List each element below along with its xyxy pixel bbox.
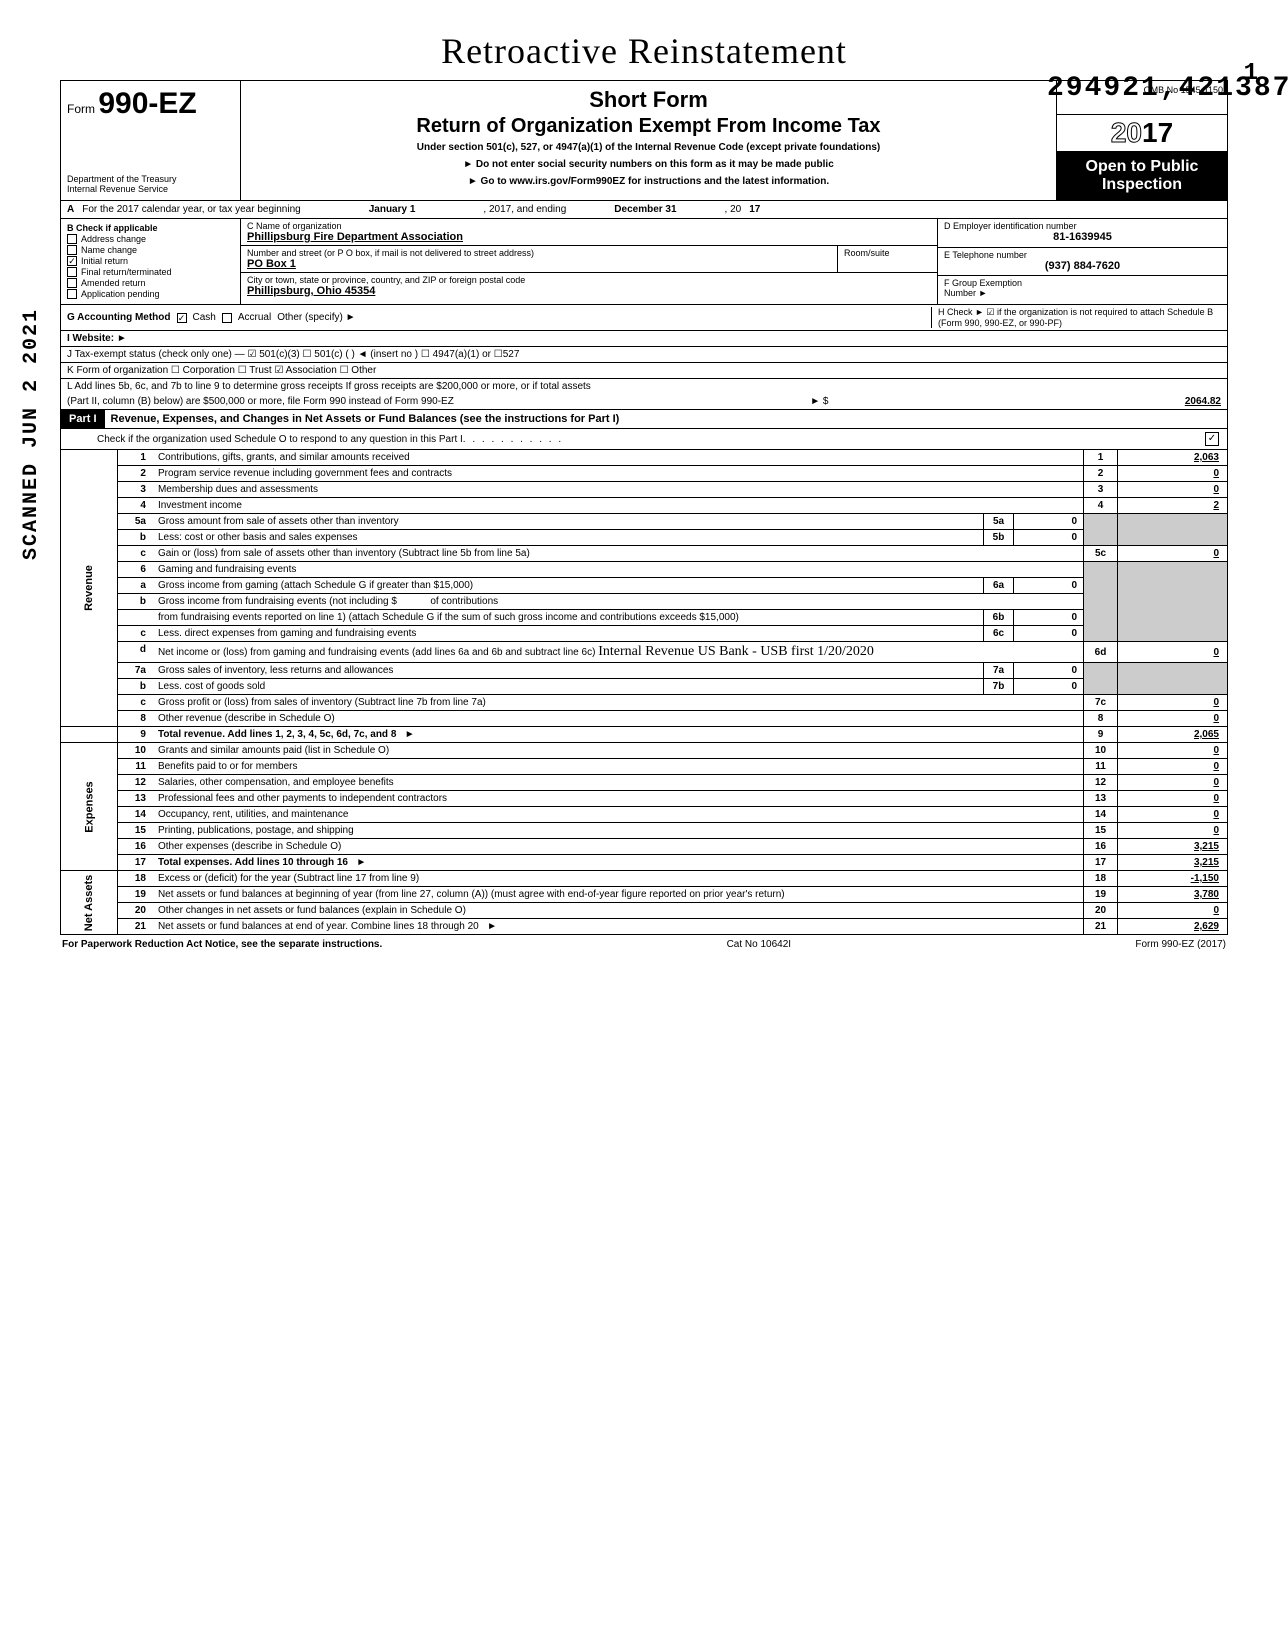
chk-application-pending[interactable]: Application pending — [67, 289, 234, 299]
expenses-side-label: Expenses — [83, 781, 95, 832]
street-label: Number and street (or P O box, if mail i… — [247, 248, 831, 258]
line-1-value: 2,063 — [1118, 450, 1228, 466]
row-l-1: L Add lines 5b, 6c, and 7b to line 9 to … — [60, 379, 1228, 394]
chk-accrual[interactable] — [222, 313, 232, 323]
row-a-tax-year: A For the 2017 calendar year, or tax yea… — [60, 201, 1228, 219]
dept-label: Department of the Treasury Internal Reve… — [67, 174, 234, 194]
page-footer: For Paperwork Reduction Act Notice, see … — [60, 935, 1228, 954]
b-header: B Check if applicable — [67, 223, 234, 233]
room-suite-label: Room/suite — [837, 246, 937, 272]
row-i-website: I Website: ► — [60, 331, 1228, 347]
part-1-title: Revenue, Expenses, and Changes in Net As… — [105, 410, 626, 428]
handwritten-title: Retroactive Reinstatement — [60, 30, 1228, 72]
f-label: F Group Exemption — [944, 278, 1022, 288]
revenue-side-label: Revenue — [83, 565, 95, 611]
f-label2: Number ► — [944, 288, 987, 298]
no-ssn-line: ► Do not enter social security numbers o… — [251, 159, 1046, 170]
row-j-tax-exempt: J Tax-exempt status (check only one) — ☑… — [60, 347, 1228, 363]
scanned-stamp: SCANNED JUN 2 2021 — [20, 308, 43, 560]
city-value: Phillipsburg, Ohio 45354 — [247, 285, 931, 297]
h-check-text: H Check ► ☑ if the organization is not r… — [931, 307, 1221, 328]
section-b-grid: B Check if applicable Address change Nam… — [60, 219, 1228, 305]
e-label: E Telephone number — [944, 250, 1221, 260]
short-form-label: Short Form — [251, 87, 1046, 113]
goto-line: ► Go to www.irs.gov/Form990EZ for instru… — [251, 176, 1046, 187]
part-1-badge: Part I — [61, 410, 105, 428]
under-section: Under section 501(c), 527, or 4947(a)(1)… — [251, 142, 1046, 153]
row-g-accounting: G Accounting Method ✓Cash Accrual Other … — [60, 305, 1228, 331]
chk-initial-return[interactable]: ✓Initial return — [67, 256, 234, 266]
c-label: C Name of organization — [247, 221, 931, 231]
chk-final-return[interactable]: Final return/terminated — [67, 267, 234, 277]
org-name: Phillipsburg Fire Department Association — [247, 231, 931, 243]
gross-receipts-value: 2064.82 — [1185, 396, 1221, 407]
chk-address-change[interactable]: Address change — [67, 234, 234, 244]
stamp-number: 294921,42138710 — [1047, 73, 1288, 104]
phone-value: (937) 884-7620 — [944, 260, 1221, 272]
netassets-side-label: Net Assets — [83, 874, 95, 930]
schedule-o-checkbox[interactable]: ✓ — [1205, 432, 1219, 446]
open-to-public: Open to Public Inspection — [1057, 152, 1227, 200]
paperwork-notice: For Paperwork Reduction Act Notice, see … — [62, 939, 382, 950]
form-number: Form 990-EZ — [67, 87, 234, 121]
form-header: Form 990-EZ Department of the Treasury I… — [60, 80, 1228, 201]
chk-name-change[interactable]: Name change — [67, 245, 234, 255]
hand-annotation-6d: Internal Revenue US Bank - USB first 1/2… — [598, 644, 874, 660]
street-value: PO Box 1 — [247, 258, 831, 270]
tax-year: 2017 — [1057, 115, 1227, 152]
ein-value: 81-1639945 — [944, 231, 1221, 243]
row-k-form-org: K Form of organization ☐ Corporation ☐ T… — [60, 363, 1228, 379]
row-l-2: (Part II, column (B) below) are $500,000… — [60, 394, 1228, 410]
chk-amended[interactable]: Amended return — [67, 278, 234, 288]
chk-cash[interactable]: ✓ — [177, 313, 187, 323]
cat-no: Cat No 10642I — [727, 939, 792, 950]
part-1-header: Part I Revenue, Expenses, and Changes in… — [60, 410, 1228, 429]
return-title: Return of Organization Exempt From Incom… — [251, 115, 1046, 138]
schedule-o-check-line: Check if the organization used Schedule … — [60, 429, 1228, 450]
d-label: D Employer identification number — [944, 221, 1221, 231]
form-ref: Form 990-EZ (2017) — [1135, 939, 1226, 950]
main-financial-table: Revenue 1Contributions, gifts, grants, a… — [60, 450, 1228, 935]
city-label: City or town, state or province, country… — [247, 275, 931, 285]
